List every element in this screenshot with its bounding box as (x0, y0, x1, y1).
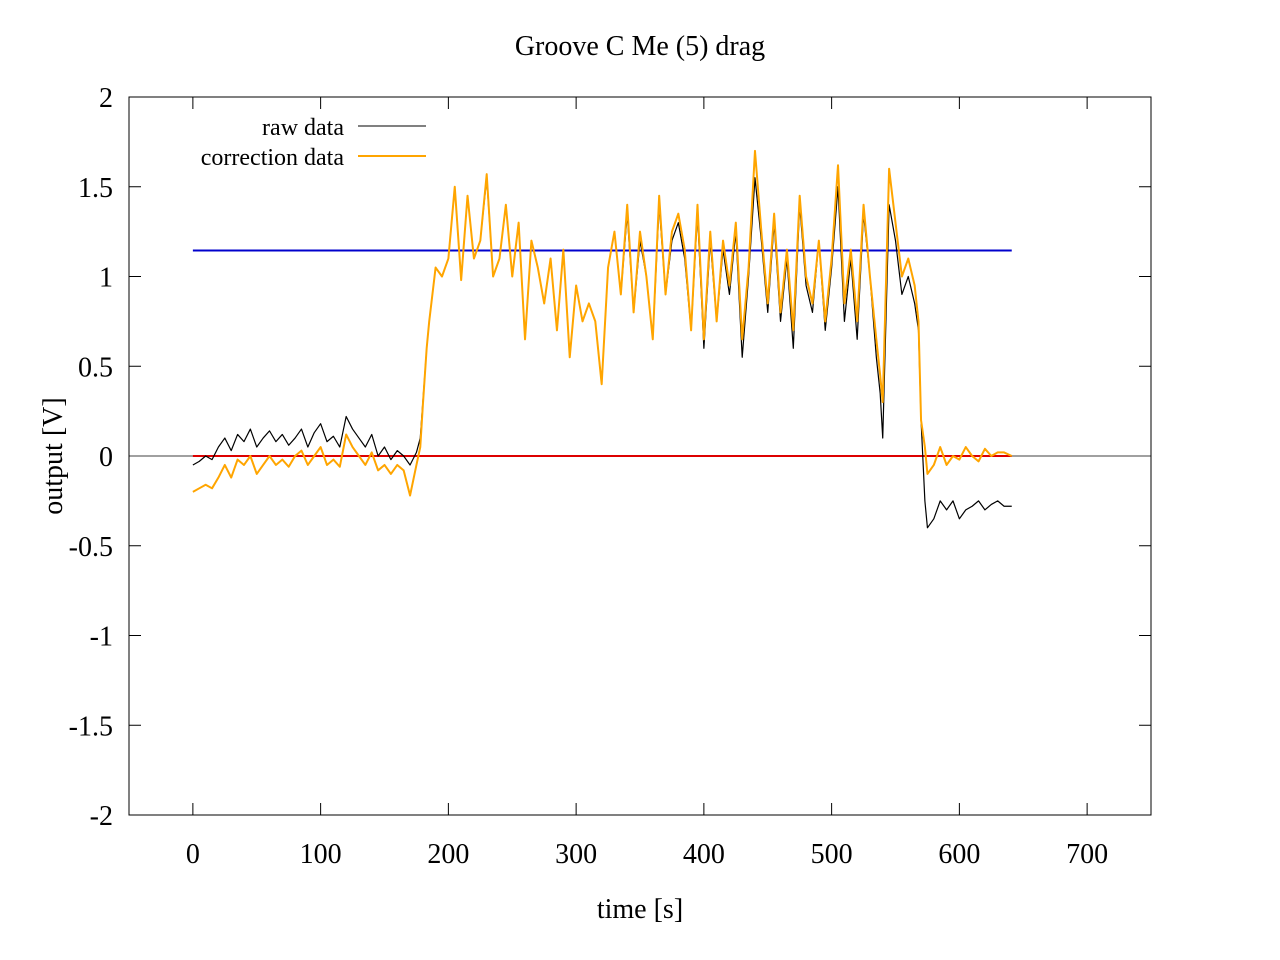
y-tick-label: 1.5 (78, 173, 113, 204)
y-tick-label: 0.5 (78, 352, 113, 383)
x-tick-label: 100 (300, 839, 342, 870)
x-tick-label: 600 (938, 839, 980, 870)
x-tick-label: 300 (555, 839, 597, 870)
y-tick-label: 2 (99, 83, 113, 114)
legend-label-correction-data: correction data (201, 145, 345, 171)
y-tick-label: -2 (90, 801, 113, 832)
plot-area: 0 100 200 300 400 500 600 700 2 1.5 1 0.5 0 -0.5 -1 -1.… (69, 83, 1152, 870)
correction-data-line (192, 149, 1013, 497)
legend: raw data correction data (201, 115, 426, 171)
x-axis-title: time [s] (597, 894, 683, 925)
y-axis-title: output [V] (38, 397, 69, 514)
x-tick-label: 700 (1066, 839, 1108, 870)
y-tick-label: -0.5 (69, 532, 113, 563)
y-tick-label: 0 (99, 442, 113, 473)
x-tick-label: 200 (427, 839, 469, 870)
x-tick-label: 500 (811, 839, 853, 870)
y-tick-label: -1.5 (69, 711, 113, 742)
x-tick-label: 0 (186, 839, 200, 870)
x-tick-label: 400 (683, 839, 725, 870)
legend-label-raw-data: raw data (262, 115, 344, 141)
y-tick-label: 1 (99, 263, 113, 294)
y-tick-label: -1 (90, 622, 113, 653)
chart-title: Groove C Me (5) drag (515, 31, 765, 62)
plot-border (128, 96, 1152, 816)
